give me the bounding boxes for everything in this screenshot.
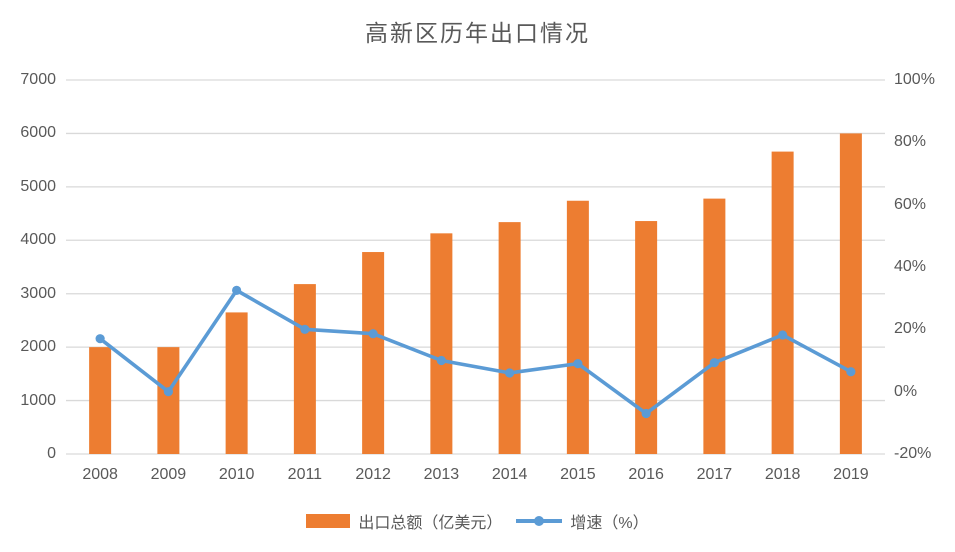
growth-marker-2012 xyxy=(368,329,378,339)
left-axis-tick: 0 xyxy=(47,445,56,462)
bar-2012 xyxy=(362,252,385,454)
x-axis-label: 2009 xyxy=(150,466,187,483)
growth-marker-2018 xyxy=(778,330,788,340)
x-axis-label: 2011 xyxy=(287,466,323,483)
growth-marker-2011 xyxy=(300,324,310,334)
x-axis-label: 2018 xyxy=(764,466,801,483)
right-axis-tick: 40% xyxy=(894,258,927,275)
bar-2010 xyxy=(225,312,248,454)
growth-marker-2019 xyxy=(846,367,856,377)
growth-marker-2014 xyxy=(505,368,515,378)
growth-marker-2013 xyxy=(436,355,446,366)
line-series-swatch-icon xyxy=(516,516,563,526)
left-axis-tick: 7000 xyxy=(20,71,56,88)
bar-series-swatch-icon xyxy=(306,514,351,528)
left-axis-tick: 5000 xyxy=(20,177,56,195)
bar-2017 xyxy=(703,198,726,454)
right-axis-tick: -20% xyxy=(894,445,932,462)
x-axis-label: 2008 xyxy=(82,466,118,483)
growth-marker-2017 xyxy=(709,358,719,368)
left-axis-tick: 3000 xyxy=(20,284,56,302)
right-axis-tick: 0% xyxy=(894,382,918,400)
legend-label-growth: 增速（%） xyxy=(570,515,649,532)
x-axis-label: 2019 xyxy=(833,466,869,483)
growth-marker-2015 xyxy=(573,359,583,369)
legend-item-exports: 出口总额（亿美元） xyxy=(306,509,502,533)
x-axis-label: 2016 xyxy=(628,466,664,483)
chart-title: 高新区历年出口情况 xyxy=(365,21,590,46)
legend-label-exports: 出口总额（亿美元） xyxy=(358,515,503,532)
x-axis-label: 2013 xyxy=(423,466,460,483)
left-axis-tick: 2000 xyxy=(20,338,56,356)
x-axis-label: 2015 xyxy=(560,466,596,483)
bar-2009 xyxy=(157,347,180,454)
x-axis-label: 2010 xyxy=(218,466,255,483)
right-axis-tick: 60% xyxy=(894,195,927,213)
right-axis-tick: 20% xyxy=(894,320,927,338)
line-marker-icon xyxy=(534,516,545,526)
chart-legend: 出口总额（亿美元） 增速（%） xyxy=(0,509,955,533)
bar-2016 xyxy=(635,221,658,454)
growth-marker-2016 xyxy=(641,408,651,419)
bar-2018 xyxy=(771,151,794,454)
growth-marker-2010 xyxy=(232,285,242,295)
left-axis-tick: 1000 xyxy=(20,391,56,409)
x-axis-label: 2017 xyxy=(696,466,733,483)
bar-2011 xyxy=(293,284,316,454)
bar-2008 xyxy=(89,347,112,454)
left-axis-tick: 6000 xyxy=(20,124,56,142)
bar-2014 xyxy=(498,222,521,454)
left-axis-tick: 4000 xyxy=(20,231,56,249)
growth-marker-2009 xyxy=(163,387,173,397)
growth-marker-2008 xyxy=(95,334,105,344)
bar-2019 xyxy=(839,133,862,454)
bar-2015 xyxy=(566,200,589,454)
x-axis-label: 2012 xyxy=(355,466,391,483)
growth-line xyxy=(98,288,853,416)
x-axis-label: 2014 xyxy=(491,466,528,483)
bar-2013 xyxy=(430,233,453,454)
right-axis-tick: 80% xyxy=(894,133,927,151)
legend-item-growth: 增速（%） xyxy=(516,509,649,533)
right-axis-tick: 100% xyxy=(894,71,935,88)
